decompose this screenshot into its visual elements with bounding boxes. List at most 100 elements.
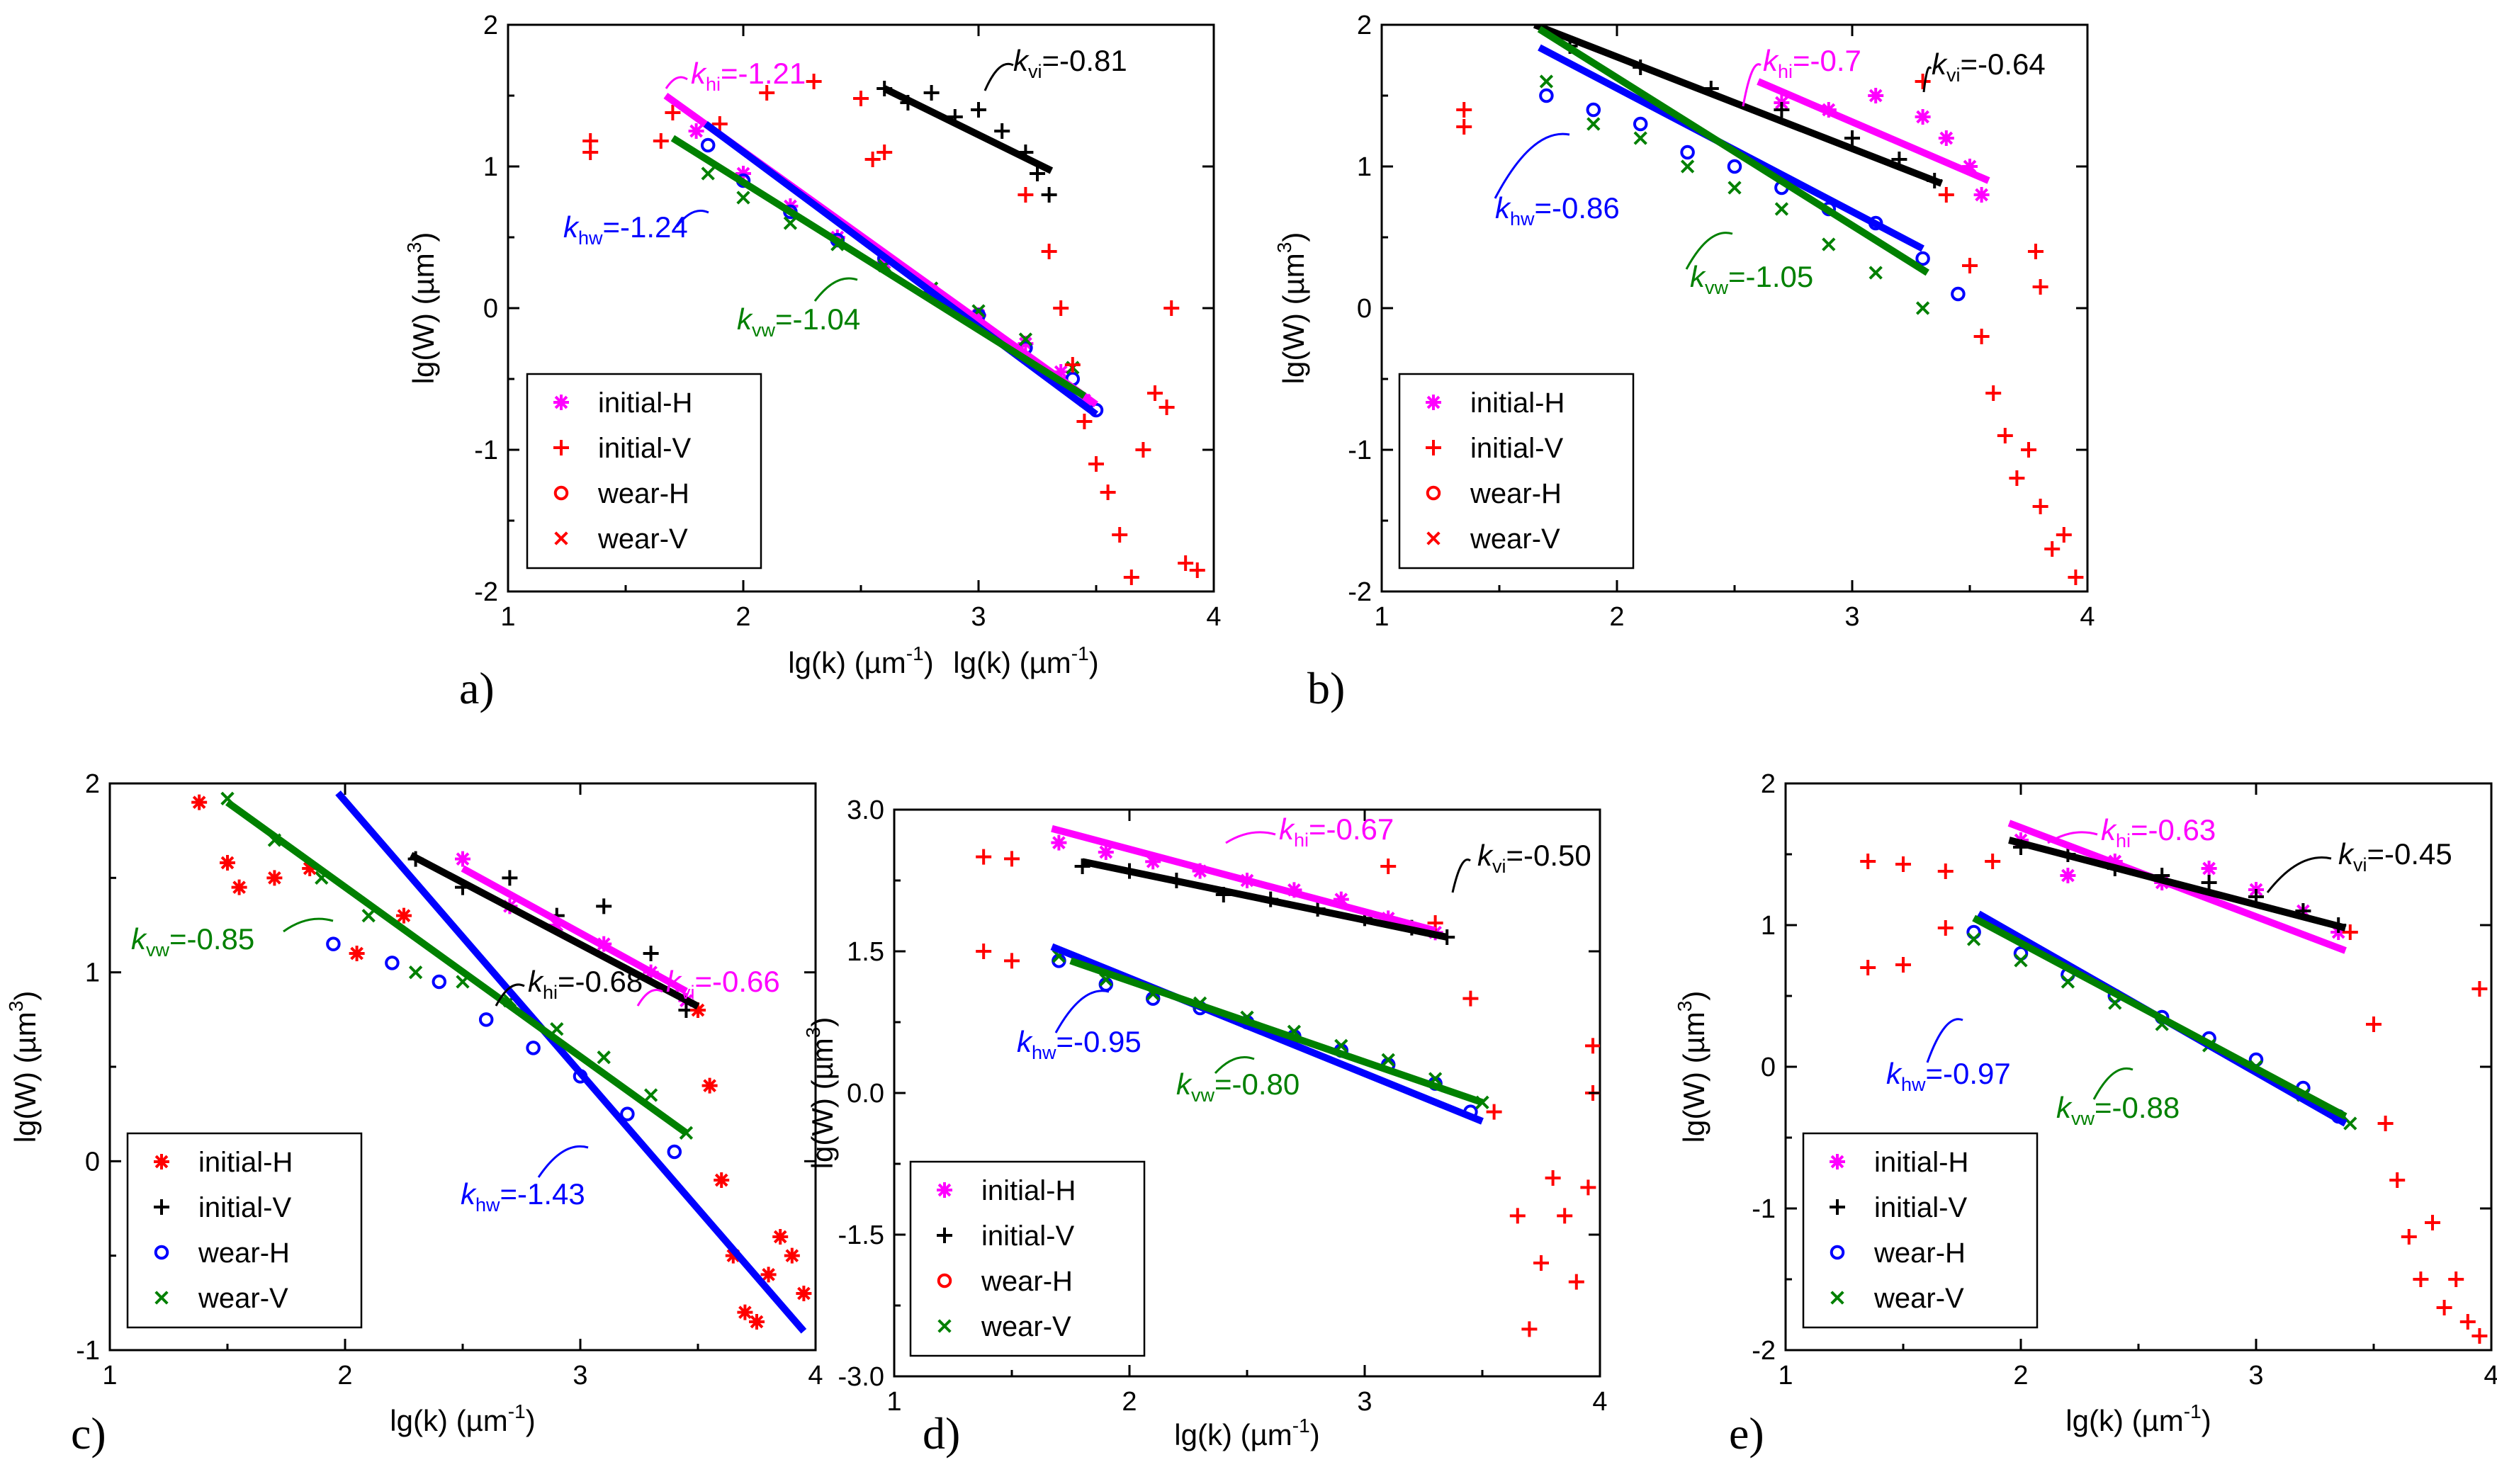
annotation-value: =-0.85: [169, 922, 254, 956]
data-point: [2401, 1229, 2417, 1245]
legend-marker: [1426, 531, 1441, 545]
annotation-hi: khi=-1.21: [691, 57, 806, 95]
annotation-var: k: [1932, 47, 1948, 81]
legend-entry: initial-H: [198, 1147, 293, 1178]
data-point: [1962, 159, 1978, 174]
data-point: [1997, 428, 2013, 443]
data-point: [220, 855, 235, 871]
annotation-hi: khi=-0.68: [528, 965, 643, 1003]
data-point: [2471, 981, 2488, 997]
legend-entry: wear-V: [1470, 523, 1560, 555]
annotation-value: =-1.21: [721, 57, 806, 90]
data-point: [1973, 187, 1990, 203]
data-point: [1539, 88, 1554, 103]
data-point: [1486, 1104, 1502, 1120]
fit-line-k-vi: [1533, 25, 1943, 187]
data-point: [1533, 1255, 1549, 1271]
annotation-sub: hi: [543, 982, 558, 1003]
y-axis-label-close: ): [1277, 232, 1310, 242]
data-point: [1868, 266, 1883, 280]
data-point: [2201, 861, 2217, 876]
data-point: [1937, 920, 1954, 936]
x-tick-label: 1: [1374, 602, 1389, 632]
annotation-var: k: [461, 1177, 477, 1211]
annotation-vi: kvi=-0.50: [1477, 839, 1591, 877]
data-point: [455, 851, 470, 867]
x-tick-label: 1: [500, 602, 515, 632]
legend-entry: wear-H: [198, 1237, 290, 1269]
annotation-var: k: [2056, 1091, 2073, 1124]
annotation-pointer: [1054, 990, 1110, 1033]
y-tick-label: -1: [474, 436, 498, 465]
data-point: [1509, 1208, 1526, 1224]
data-point: [2027, 244, 2044, 259]
annotation-value: =-0.50: [1506, 839, 1591, 872]
data-point: [2032, 499, 2048, 514]
annotation-sub: vw: [1191, 1084, 1215, 1106]
data-point: [548, 917, 565, 933]
annotation-value: =-0.63: [2131, 813, 2216, 846]
data-point: [976, 944, 992, 959]
data-point: [1159, 400, 1175, 415]
annotation-var: k: [1690, 260, 1706, 293]
data-point: [772, 1229, 789, 1245]
data-point: [864, 152, 881, 167]
data-point: [1018, 187, 1034, 203]
data-point: [1557, 1208, 1573, 1224]
annotation-value: =-0.95: [1056, 1025, 1142, 1058]
y-axis-label: lg(W) (µm3): [802, 1017, 839, 1169]
annotation-var: k: [691, 57, 707, 90]
data-point: [1041, 187, 1057, 203]
annotation-sub: hi: [2116, 830, 2131, 851]
data-point: [759, 85, 775, 101]
legend-entry: wear-H: [981, 1266, 1073, 1297]
annotation-var: k: [563, 210, 580, 244]
annotation-value: =-0.45: [2367, 837, 2452, 871]
data-point: [1966, 932, 1981, 946]
data-point: [2436, 1300, 2452, 1315]
y-tick-label: 1: [1357, 152, 1372, 182]
x-tick-label: 3: [1844, 602, 1859, 632]
data-point: [1123, 570, 1139, 585]
data-point: [582, 145, 599, 160]
data-point: [2056, 527, 2072, 543]
data-point: [1951, 286, 1966, 302]
data-point: [1895, 856, 1911, 872]
legend-marker: [937, 1182, 952, 1198]
annotation-pointer: [1225, 831, 1276, 844]
data-point: [1456, 102, 1472, 118]
annotation-var: k: [1013, 44, 1030, 77]
annotation-sub: vi: [681, 982, 695, 1003]
annotation-hw: khw=-1.24: [563, 210, 688, 249]
y-tick-label: -3.0: [838, 1362, 884, 1392]
data-point: [2201, 875, 2217, 890]
y-tick-label: -2: [1752, 1336, 1776, 1366]
annotation-value: =-0.7: [1793, 44, 1861, 77]
panel-label: b): [1307, 663, 1345, 713]
data-point: [853, 91, 869, 106]
annotation-vi: kvi=-0.66: [666, 965, 780, 1003]
annotation-sub: vi: [1946, 64, 1961, 86]
legend-marker: [1830, 1199, 1845, 1215]
data-point: [1868, 88, 1884, 103]
annotation-var: k: [1763, 44, 1779, 77]
annotation-vw: kvw=-0.88: [2056, 1091, 2180, 1129]
data-point: [1568, 1274, 1584, 1290]
annotation-sub: hi: [1294, 829, 1309, 851]
data-point: [653, 133, 669, 149]
annotation-var: k: [1477, 839, 1494, 872]
annotation-sub: vi: [1028, 61, 1042, 82]
y-axis-label-close: ): [9, 991, 42, 1001]
annotation-value: =-1.43: [500, 1177, 585, 1211]
x-axis-label-sup: -1: [906, 642, 924, 664]
legend-entry: initial-V: [981, 1220, 1074, 1252]
legend-marker: [1830, 1291, 1844, 1305]
y-axis-label-sup: 3: [802, 1027, 824, 1038]
data-point: [1539, 74, 1554, 89]
legend-marker: [1830, 1245, 1845, 1260]
annotation-sub: hi: [1778, 61, 1793, 82]
data-point: [596, 898, 612, 914]
annotation-vw: kvw=-0.80: [1176, 1067, 1300, 1106]
